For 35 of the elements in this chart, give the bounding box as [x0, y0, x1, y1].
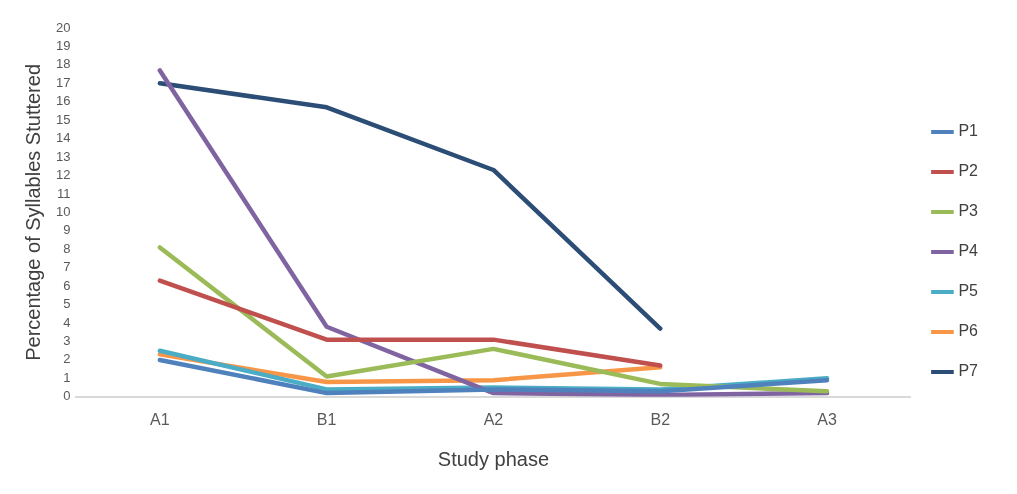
- y-tick-label: 4: [63, 314, 71, 330]
- x-tick-label: B1: [316, 410, 337, 428]
- x-tick-label: A1: [150, 410, 170, 428]
- y-tick-label: 20: [55, 19, 71, 35]
- y-tick-label: 12: [55, 167, 71, 183]
- y-tick-label: 15: [55, 111, 71, 127]
- y-tick-label: 3: [63, 333, 71, 349]
- x-tick-label: B2: [650, 410, 671, 428]
- y-tick-label: 19: [55, 38, 71, 54]
- y-tick-label: 1: [63, 369, 71, 385]
- y-tick-label: 9: [63, 222, 71, 238]
- x-tick-label: A2: [483, 410, 504, 428]
- y-tick-label: 8: [63, 240, 71, 256]
- y-tick-label: 0: [63, 388, 71, 404]
- y-tick-label: 13: [55, 148, 71, 164]
- y-tick-label: 16: [55, 93, 71, 109]
- y-tick-label: 2: [63, 351, 71, 367]
- y-tick-label: 7: [63, 259, 71, 275]
- legend-label: P4: [958, 242, 979, 260]
- legend-label: P6: [958, 322, 979, 340]
- legend-label: P5: [958, 282, 979, 300]
- legend-label: P1: [958, 122, 979, 140]
- y-axis-title: Percentage of Syllables Stuttered: [21, 63, 44, 361]
- y-tick-label: 6: [63, 277, 71, 293]
- x-tick-label: A3: [817, 410, 837, 428]
- y-tick-label: 5: [63, 296, 71, 312]
- legend-label: P3: [958, 202, 979, 220]
- y-tick-label: 10: [55, 203, 71, 219]
- y-tick-label: 11: [56, 185, 71, 201]
- y-tick-label: 14: [55, 130, 71, 146]
- y-tick-label: 18: [55, 56, 71, 72]
- legend-label: P2: [958, 162, 979, 180]
- legend-label: P7: [958, 362, 979, 380]
- y-tick-label: 17: [55, 74, 71, 90]
- x-axis-title: Study phase: [437, 447, 550, 470]
